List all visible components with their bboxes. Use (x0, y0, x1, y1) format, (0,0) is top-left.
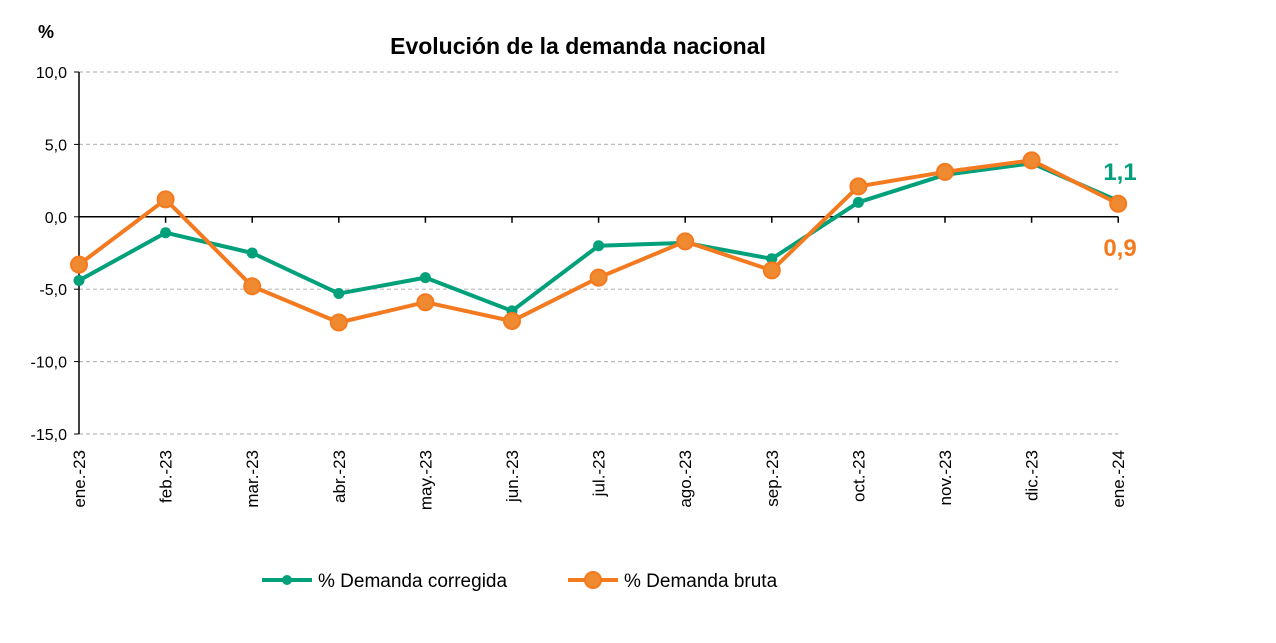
data-point (589, 268, 608, 287)
y-tick-label: -15,0 (31, 427, 68, 444)
x-tick-label: may.-23 (416, 450, 435, 510)
data-point (73, 275, 85, 287)
data-point (762, 261, 781, 280)
y-tick-label: -5,0 (39, 282, 67, 299)
data-point (852, 196, 864, 208)
y-unit-label: % (38, 22, 54, 42)
x-tick-label: sep.-23 (763, 450, 782, 507)
x-tick-label: abr.-23 (330, 450, 349, 503)
y-tick-label: 5,0 (45, 137, 67, 154)
legend-label: % Demanda bruta (624, 571, 778, 592)
x-tick-label: dic.-23 (1023, 450, 1042, 501)
data-point (243, 277, 262, 296)
y-tick-label: -10,0 (31, 355, 68, 372)
x-tick-label: nov.-23 (936, 450, 955, 505)
legend-label: % Demanda corregida (318, 571, 507, 592)
x-tick-label: oct.-23 (849, 450, 868, 502)
data-point (70, 255, 88, 274)
legend-marker (282, 575, 292, 585)
legend-marker (584, 571, 602, 589)
data-point (849, 177, 868, 196)
x-tick-label: feb.-23 (157, 450, 176, 503)
x-tick-label: jul.-23 (590, 450, 609, 497)
data-point (160, 227, 172, 239)
x-tick-label: jun.-23 (503, 450, 522, 503)
data-point (419, 272, 431, 284)
chart-title: Evolución de la demanda nacional (390, 33, 766, 59)
y-tick-label: 10,0 (36, 65, 67, 82)
data-point (329, 313, 348, 332)
data-point (593, 240, 605, 252)
end-label-bruta: 0,9 (1103, 235, 1136, 262)
x-tick-label: mar.-23 (243, 450, 262, 508)
x-tick-label: ene.-24 (1109, 450, 1128, 508)
data-point (1109, 194, 1128, 213)
data-point (333, 288, 345, 300)
data-point (936, 162, 954, 181)
data-point (503, 312, 521, 331)
legend: % Demanda corregida % Demanda bruta (262, 571, 778, 592)
data-point (1022, 151, 1041, 170)
data-point (156, 190, 175, 209)
x-tick-label: ene.-23 (70, 450, 89, 508)
data-point (676, 232, 695, 251)
series-demanda-corregida (73, 157, 1124, 317)
end-label-corregida: 1,1 (1103, 159, 1136, 186)
series-demanda-bruta (70, 151, 1128, 332)
x-tick-label: ago.-23 (676, 450, 695, 508)
data-point (416, 293, 435, 312)
data-point (246, 247, 258, 259)
data-point (766, 253, 778, 265)
y-tick-label: 0,0 (45, 210, 67, 227)
